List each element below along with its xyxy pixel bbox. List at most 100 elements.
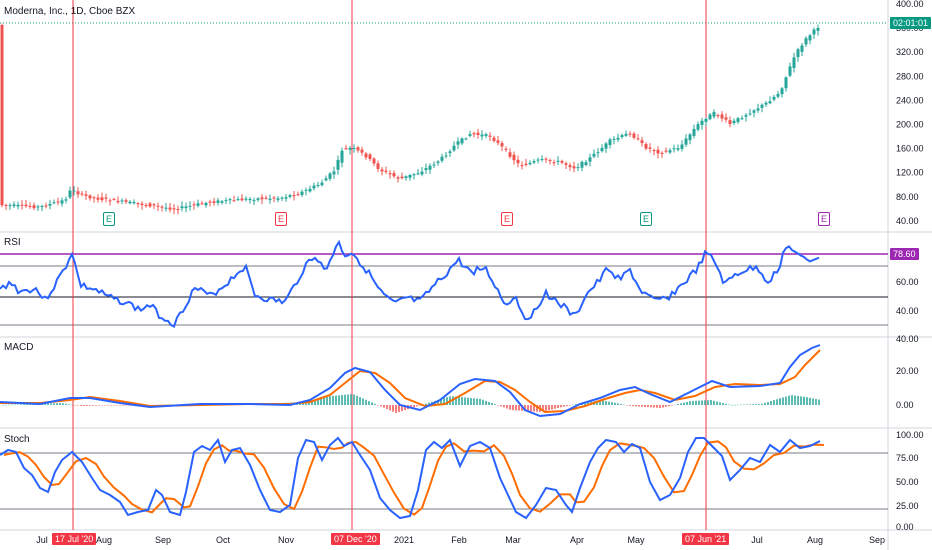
candle-body bbox=[288, 195, 292, 197]
candle-body bbox=[76, 191, 80, 195]
macd-histogram-bar bbox=[368, 401, 370, 405]
macd-histogram-bar bbox=[470, 398, 472, 405]
macd-histogram-bar bbox=[383, 405, 385, 408]
macd-histogram-bar bbox=[80, 405, 82, 406]
macd-histogram-bar bbox=[59, 403, 61, 405]
candle-body bbox=[304, 189, 308, 191]
macd-histogram-bar bbox=[329, 396, 331, 405]
macd-histogram-bar bbox=[692, 400, 694, 405]
candle-body bbox=[64, 199, 68, 201]
macd-histogram-bar bbox=[356, 395, 358, 405]
time-axis-label: Jul bbox=[36, 535, 48, 545]
candle-body bbox=[780, 88, 784, 95]
candle-body bbox=[788, 66, 792, 76]
macd-histogram-bar bbox=[467, 397, 469, 405]
candle-body bbox=[16, 204, 20, 207]
macd-histogram-bar bbox=[386, 405, 388, 410]
macd-histogram-bar bbox=[392, 405, 394, 412]
candle-body bbox=[172, 208, 176, 210]
macd-histogram-bar bbox=[713, 400, 715, 405]
candle-body bbox=[352, 148, 356, 150]
macd-histogram-bar bbox=[809, 397, 811, 405]
candle-body bbox=[188, 205, 192, 207]
macd-histogram-bar bbox=[377, 405, 379, 406]
earnings-badge[interactable]: E bbox=[103, 212, 115, 226]
candle-body bbox=[132, 202, 136, 204]
macd-histogram-bar bbox=[77, 405, 79, 406]
macd-histogram-bar bbox=[53, 403, 55, 405]
candle-body bbox=[696, 124, 700, 130]
time-axis-label: Nov bbox=[278, 535, 295, 545]
candle-body bbox=[148, 203, 152, 207]
candle-body bbox=[184, 206, 188, 209]
candle-body bbox=[464, 138, 468, 140]
candle-body bbox=[144, 205, 148, 207]
candle-body bbox=[436, 161, 440, 164]
macd-histogram-bar bbox=[341, 395, 343, 405]
earnings-badge[interactable]: E bbox=[818, 212, 830, 226]
candle-body bbox=[792, 57, 796, 68]
candle-body bbox=[644, 143, 648, 149]
candle-body bbox=[124, 200, 128, 202]
candle-body bbox=[716, 115, 720, 117]
candle-body bbox=[424, 168, 428, 171]
macd-histogram-bar bbox=[371, 402, 373, 405]
macd-histogram-bar bbox=[677, 404, 679, 405]
candle-body bbox=[272, 197, 276, 199]
candle-body bbox=[572, 166, 576, 169]
macd-histogram-bar bbox=[617, 403, 619, 405]
macd-histogram-bar bbox=[479, 398, 481, 405]
candle-body bbox=[256, 198, 260, 200]
macd-histogram-bar bbox=[719, 402, 721, 405]
macd-histogram-bar bbox=[653, 405, 655, 408]
macd-histogram-bar bbox=[506, 405, 508, 409]
macd-histogram-bar bbox=[527, 405, 529, 412]
macd-histogram-bar bbox=[650, 405, 652, 408]
candle-body bbox=[260, 197, 264, 200]
macd-histogram-bar bbox=[788, 395, 790, 405]
candle-body bbox=[800, 45, 804, 52]
macd-histogram-bar bbox=[62, 403, 64, 405]
candle-body bbox=[420, 171, 424, 175]
candle-body bbox=[108, 200, 112, 202]
macd-histogram-bar bbox=[803, 396, 805, 405]
macd-histogram-bar bbox=[587, 402, 589, 405]
candle-body bbox=[444, 155, 448, 157]
macd-histogram-bar bbox=[605, 401, 607, 405]
candle-body bbox=[360, 149, 364, 153]
time-axis-label: Apr bbox=[570, 535, 584, 545]
macd-histogram-bar bbox=[413, 405, 415, 408]
macd-histogram-bar bbox=[398, 405, 400, 413]
earnings-badge[interactable]: E bbox=[275, 212, 287, 226]
macd-axis-label: 20.00 bbox=[896, 366, 919, 376]
stoch-axis-label: 50.00 bbox=[896, 477, 919, 487]
macd-histogram-bar bbox=[320, 398, 322, 405]
candle-body bbox=[616, 137, 620, 140]
macd-histogram-bar bbox=[644, 405, 646, 407]
time-marker-1: 17 Jul '20 bbox=[52, 533, 97, 545]
candle-body bbox=[524, 163, 528, 166]
candle-body bbox=[152, 204, 156, 206]
macd-histogram-bar bbox=[815, 399, 817, 405]
candle-body bbox=[608, 139, 612, 146]
candle-body bbox=[552, 162, 556, 164]
macd-histogram-bar bbox=[128, 405, 130, 406]
candle-body bbox=[492, 137, 496, 141]
macd-axis-label: 40.00 bbox=[896, 334, 919, 344]
candle-body bbox=[400, 176, 404, 179]
earnings-badge[interactable]: E bbox=[501, 212, 513, 226]
candle-body bbox=[156, 205, 160, 207]
candle-body bbox=[140, 203, 144, 206]
candle-body bbox=[232, 200, 236, 202]
macd-histogram-bar bbox=[50, 403, 52, 405]
candle-body bbox=[496, 140, 500, 143]
macd-histogram-bar bbox=[704, 400, 706, 405]
macd-histogram-bar bbox=[758, 404, 760, 405]
macd-histogram-bar bbox=[734, 404, 736, 406]
candle-body bbox=[392, 173, 396, 177]
macd-histogram-bar bbox=[332, 395, 334, 405]
earnings-badge[interactable]: E bbox=[640, 212, 652, 226]
candle-body bbox=[476, 132, 480, 135]
candle-body bbox=[812, 29, 816, 35]
